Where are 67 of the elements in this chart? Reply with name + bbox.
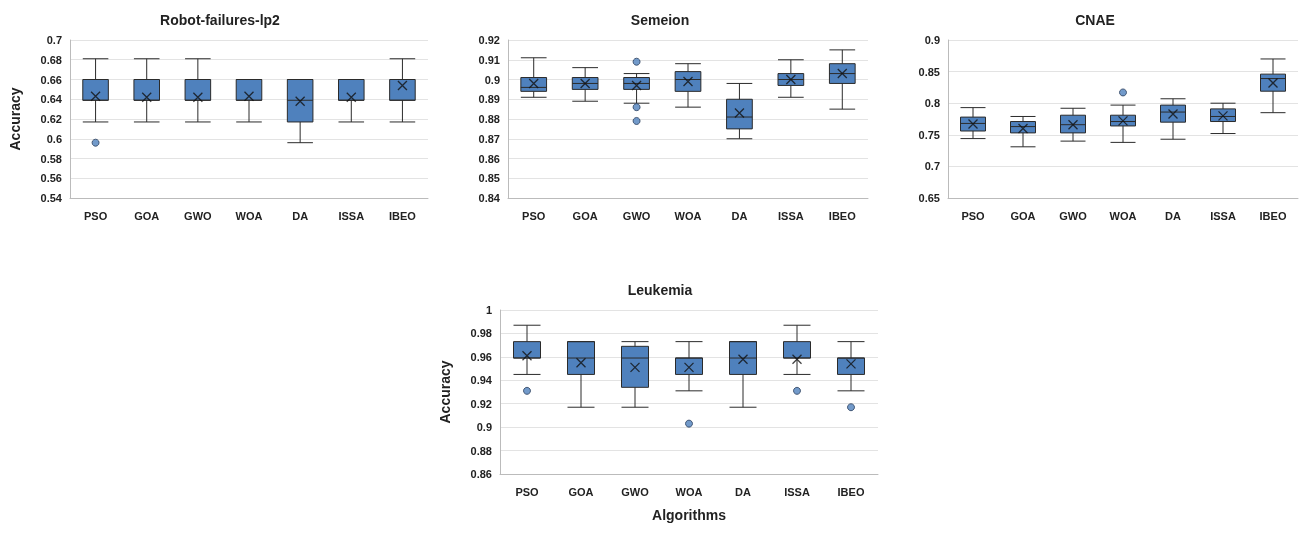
- x-tick-label: WOA: [1109, 209, 1137, 222]
- x-tick-label: DA: [1165, 209, 1181, 222]
- x-tick-label: PSO: [522, 209, 546, 222]
- y-tick-label: 0.85: [478, 172, 500, 185]
- y-tick-label: 0.98: [470, 327, 492, 340]
- y-tick-label: 0.89: [478, 93, 500, 106]
- x-tick-label: IBEO: [828, 209, 857, 222]
- y-tick-label: 0.56: [40, 172, 62, 185]
- chart-title: CNAE: [1075, 12, 1115, 28]
- y-axis-title: Accuracy: [7, 87, 23, 151]
- y-tick-label: 0.86: [478, 152, 500, 165]
- x-tick-label: DA: [735, 485, 751, 498]
- y-tick-label: 0.62: [40, 113, 62, 125]
- x-tick-label: PSO: [515, 485, 540, 498]
- x-tick-label: GOA: [572, 209, 598, 222]
- x-tick-label: GOA: [1010, 209, 1036, 222]
- x-tick-label: IBEO: [837, 485, 865, 498]
- x-tick-label: DA: [292, 209, 309, 222]
- y-tick-label: 0.7: [924, 160, 940, 173]
- y-tick-label: 0.84: [478, 192, 501, 204]
- y-tick-label: 0.7: [46, 34, 62, 46]
- x-tick-label: GWO: [622, 209, 651, 222]
- y-tick-label: 0.54: [40, 192, 63, 204]
- y-tick-label: 0.92: [470, 397, 492, 410]
- x-tick-label: GWO: [184, 209, 213, 222]
- x-tick-label: ISSA: [784, 485, 810, 498]
- x-tick-label: GOA: [134, 209, 160, 222]
- y-tick-label: 0.96: [470, 350, 492, 363]
- x-tick-label: GWO: [1059, 209, 1088, 222]
- x-tick-label: IBEO: [1259, 209, 1287, 222]
- y-tick-label: 0.88: [470, 444, 492, 457]
- y-tick-label: 0.68: [40, 53, 62, 66]
- chart-title: Semeion: [630, 12, 690, 28]
- y-tick-label: 0.9: [924, 34, 940, 46]
- x-axis-title: Algorithms: [652, 507, 727, 523]
- chart-title: Robot-failures-lp2: [160, 12, 281, 28]
- x-tick-label: ISSA: [1210, 209, 1236, 222]
- x-tick-label: WOA: [674, 209, 702, 222]
- x-tick-label: DA: [731, 209, 748, 222]
- y-tick-label: 0.6: [46, 132, 62, 145]
- y-tick-label: 0.58: [40, 152, 62, 165]
- y-tick-label: 0.94: [470, 374, 493, 387]
- x-tick-label: GWO: [621, 485, 650, 498]
- x-tick-label: WOA: [675, 485, 703, 498]
- y-tick-label: 0.8: [924, 97, 940, 110]
- x-tick-label: IBEO: [388, 209, 417, 222]
- y-tick-label: 0.92: [478, 34, 500, 46]
- x-tick-label: ISSA: [778, 209, 804, 222]
- y-tick-label: 0.9: [476, 421, 492, 434]
- y-tick-label: 0.66: [40, 73, 62, 86]
- y-tick-label: 0.88: [478, 113, 500, 125]
- y-tick-label: 0.9: [484, 73, 500, 86]
- y-axis-title: Accuracy: [437, 360, 453, 424]
- x-tick-label: PSO: [961, 209, 986, 222]
- y-tick-label: 0.75: [918, 128, 940, 141]
- y-tick-label: 0.85: [918, 65, 940, 78]
- x-tick-label: PSO: [83, 209, 108, 222]
- y-tick-label: 0.87: [478, 132, 500, 145]
- y-tick-label: 0.64: [40, 93, 63, 106]
- x-tick-label: WOA: [235, 209, 263, 222]
- y-tick-label: 1: [485, 304, 492, 316]
- y-tick-label: 0.65: [918, 192, 940, 204]
- y-tick-label: 0.86: [470, 468, 492, 480]
- y-tick-label: 0.91: [478, 53, 500, 66]
- x-tick-label: ISSA: [338, 209, 365, 222]
- x-tick-label: GOA: [568, 485, 594, 498]
- chart-title: Leukemia: [627, 282, 693, 298]
